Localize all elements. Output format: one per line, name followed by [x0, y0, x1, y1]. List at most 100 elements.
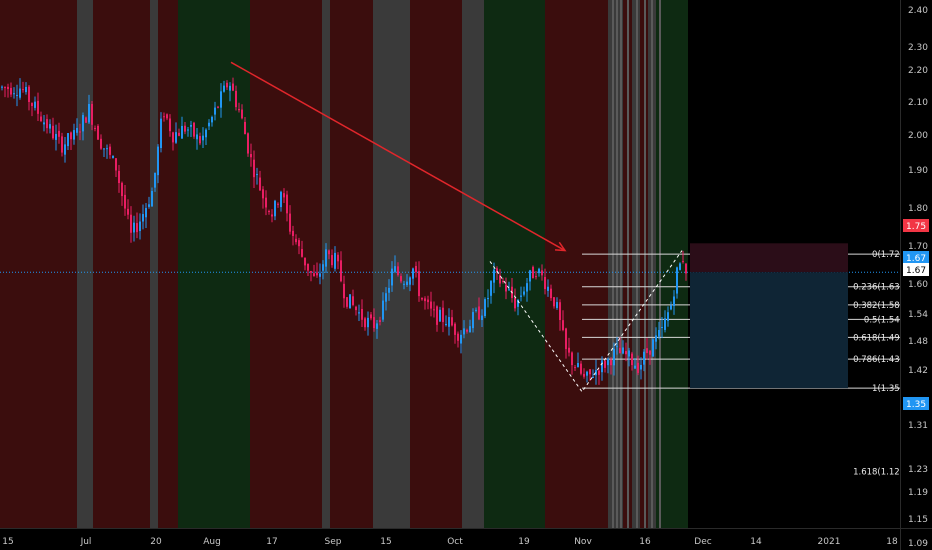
candle-body: [391, 268, 393, 286]
trend-arrow-head: [554, 241, 567, 252]
regime-zone: [250, 0, 322, 528]
candle-body: [154, 172, 156, 188]
y-tick-label: 1.42: [908, 366, 928, 376]
price-tag-label: 1.35: [906, 400, 926, 410]
candle-body: [409, 277, 411, 285]
candle-body: [667, 312, 669, 321]
candle-body: [355, 306, 357, 311]
candle-body: [679, 263, 681, 270]
candle-body: [346, 297, 348, 307]
candle-body: [91, 104, 93, 125]
candle-body: [163, 116, 165, 118]
price-tag-label: 1.67: [906, 254, 926, 264]
candle-body: [403, 283, 405, 285]
candle-body: [118, 170, 120, 184]
candle-body: [175, 132, 177, 143]
candle-body: [166, 114, 168, 119]
candle-body: [145, 208, 147, 218]
candle-body: [142, 214, 144, 222]
price-tag: [903, 397, 929, 410]
candle-body: [682, 261, 684, 263]
candle-body: [349, 294, 351, 309]
candle-body: [115, 158, 117, 171]
x-tick-label: Nov: [574, 537, 592, 547]
candle-body: [400, 276, 402, 282]
regime-zone: [389, 0, 410, 528]
candle-body: [586, 371, 588, 376]
x-tick-label: 15: [380, 537, 391, 547]
candle-body: [283, 193, 285, 198]
x-tick-label: Oct: [447, 537, 463, 547]
y-tick-label: 2.30: [908, 43, 928, 53]
candle-body: [289, 213, 291, 232]
fib-level-label: 0.618(1.49): [853, 333, 903, 343]
candle-body: [574, 367, 576, 369]
candle-body: [580, 363, 582, 374]
candle-body: [373, 317, 375, 329]
candle-body: [478, 306, 480, 320]
candle-body: [430, 301, 432, 309]
candle-body: [628, 350, 630, 357]
candle-body: [475, 309, 477, 311]
candle-body: [310, 271, 312, 273]
y-tick-label: 1.19: [908, 488, 928, 498]
candle-body: [610, 359, 612, 366]
candle-body: [673, 296, 675, 306]
candle-body: [442, 307, 444, 323]
candle-body: [250, 154, 252, 158]
candle-body: [316, 272, 318, 276]
zone-divider: [627, 0, 629, 528]
candle-body: [490, 281, 492, 296]
candle-body: [265, 197, 267, 208]
candle-body: [286, 194, 288, 214]
candle-body: [607, 358, 609, 366]
candle-body: [280, 191, 282, 208]
candle-body: [151, 190, 153, 207]
candle-body: [172, 132, 174, 143]
candle-body: [508, 289, 510, 291]
candle-body: [505, 284, 507, 292]
candle-body: [187, 129, 189, 131]
candle-body: [274, 200, 276, 217]
candle-body: [526, 283, 528, 292]
candle-body: [370, 314, 372, 319]
candle-body: [112, 156, 114, 158]
trend-arrow-line: [230, 61, 566, 252]
candle-body: [649, 350, 651, 355]
candle-body: [637, 362, 639, 373]
candle-body: [556, 302, 558, 308]
y-tick-label: 1.48: [908, 337, 928, 347]
candle-body: [445, 324, 447, 326]
candle-body: [1, 86, 3, 88]
candle-body: [79, 131, 81, 133]
candle-body: [64, 144, 66, 155]
regime-zone: [178, 0, 206, 528]
candle-body: [451, 317, 453, 326]
x-tick-label: Jul: [80, 537, 92, 547]
regime-zone: [373, 0, 389, 528]
candle-body: [601, 360, 603, 373]
candle-body: [220, 91, 222, 108]
candle-body: [436, 306, 438, 325]
candle-body: [325, 249, 327, 267]
position-stop-zone: [690, 272, 848, 389]
candle-body: [484, 299, 486, 317]
candle-body: [319, 273, 321, 277]
candle-body: [157, 146, 159, 176]
candle-body: [52, 125, 54, 139]
candle-body: [238, 108, 240, 111]
candle-body: [547, 286, 549, 291]
candle-body: [127, 208, 129, 215]
candle-body: [262, 189, 264, 199]
candle-series: [1, 77, 687, 385]
candle-body: [340, 260, 342, 282]
candle-body: [421, 297, 423, 300]
y-tick-label: 1.90: [908, 166, 928, 176]
x-tick-label: 2021: [818, 537, 841, 547]
candle-body: [193, 122, 195, 137]
candle-body: [34, 101, 36, 108]
candle-body: [331, 255, 333, 266]
candle-body: [277, 203, 279, 205]
